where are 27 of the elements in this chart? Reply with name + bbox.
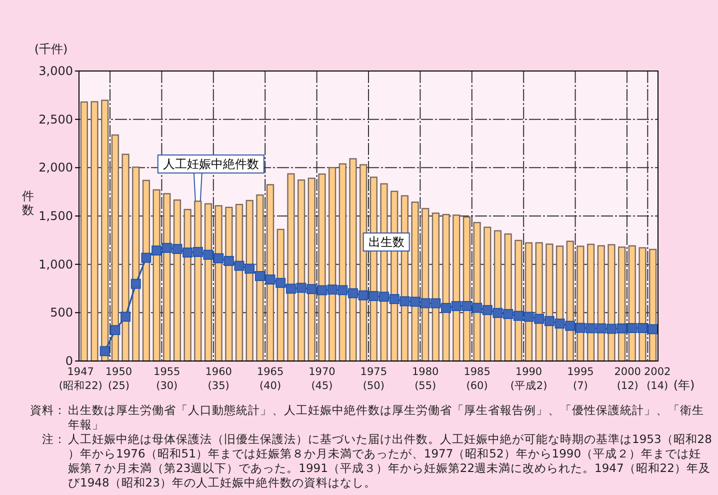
x-tick-label: 1995(7): [567, 366, 594, 392]
y-tick-label: 1,000: [38, 257, 73, 272]
x-tick-label: 2002(14): [644, 366, 671, 392]
y-axis-title: 件数: [22, 189, 34, 217]
x-tick-label: 1980(55): [412, 366, 439, 392]
y-tick-label: 500: [50, 306, 73, 320]
text: 人工妊娠中絶件数: [162, 157, 259, 171]
text: 資料：出生数は厚生労働省「人口動態統計」、人工妊娠中絶件数は厚生労働省「厚生省報告例」、「優性保護統計」、「衛生年報」: [30, 403, 704, 432]
x-tick-label: 1950(25): [105, 366, 132, 392]
x-tick-label: 1960(35): [205, 366, 232, 392]
text: 注：人工妊娠中絶は母体保護法（旧優生保護法）に基づいた届け出件数。人工妊娠中絶が可能な時期の基準は1953（昭和28）年から1976（昭和51）年までは妊娠第８か月未満であったが、1977（昭和52）年から1990（平成２）年までは妊娠第７か月未満（第23週以下）であった。1991（平成３）年から妊娠第22週未満に改められた。1947（昭和22）年及び1948（昭和23）年の人工妊娠中絶件数の資料はなし。: [42, 432, 712, 490]
y-tick-label: 0: [65, 354, 73, 368]
y-tick-label: 2,500: [38, 112, 73, 126]
y-tick-label: 2,000: [38, 160, 73, 175]
x-tick-label: 1965(40): [256, 366, 284, 392]
x-tick-label: 1990(平成2): [510, 366, 548, 392]
x-tick-label: 1955(30): [154, 366, 180, 392]
y-tick-label: 1,500: [38, 209, 73, 223]
x-tick-label: 2000(12): [614, 366, 641, 392]
text: (千件): [34, 42, 68, 56]
x-tick-label: 1970(45): [308, 366, 336, 392]
x-axis-title: (年): [673, 378, 695, 392]
x-tick-label: 1985(60): [464, 366, 490, 392]
y-tick-label: 3,000: [38, 64, 73, 78]
series-label: 出生数: [368, 235, 404, 249]
x-tick-label: 1947(昭和22): [58, 366, 102, 392]
x-tick-label: 1975(50): [360, 366, 388, 392]
